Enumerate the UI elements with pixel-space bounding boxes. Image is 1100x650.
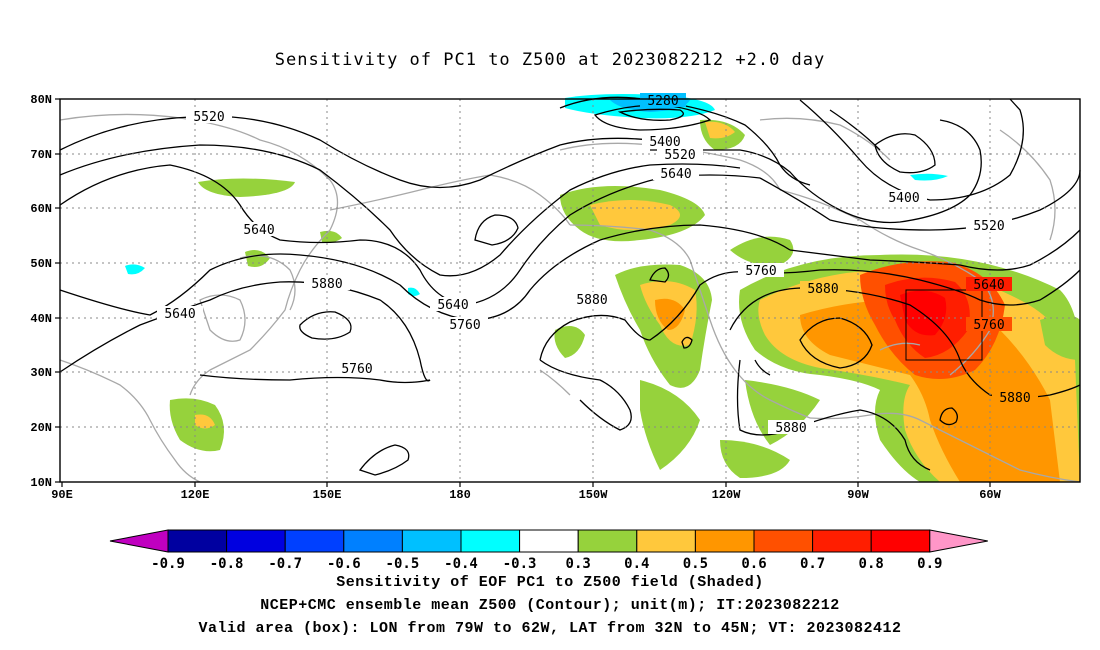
colorbar-segment [636,529,696,553]
lon-tick-label: 120W [712,488,742,502]
colorbar-label: -0.8 [210,556,244,572]
colorbar-segment [812,529,872,553]
colorbar-segment [460,529,521,553]
contour-label: 5880 [775,421,806,436]
lat-tick-label: 20N [30,421,52,435]
lat-tick-label: 80N [30,93,52,107]
colorbar-end-high [929,529,988,553]
colorbar-segment [343,529,403,553]
contour-label: 5880 [576,293,607,308]
lon-tick-label: 180 [449,488,471,502]
colorbar-label: -0.7 [268,556,302,572]
contour-label: 5760 [341,362,372,377]
colorbar-label: 0.3 [566,556,591,572]
contour-label: 5760 [449,318,480,333]
colorbar-segment [401,529,462,553]
axis-ticks [55,98,991,487]
lon-tick-label: 60W [979,488,1001,502]
colorbar: -0.9 -0.8 -0.7 -0.6 -0.5 -0.4 -0.3 0.3 0.4 0.5 0.6… [109,529,988,572]
colorbar-label: 0.5 [683,556,708,572]
contour-label: 5640 [973,278,1004,293]
longitude-labels: 90E 120E 150E 180 150W 120W 90W 60W [51,488,1001,502]
contour-label: 5760 [745,264,776,279]
colorbar-segment [226,529,286,553]
colorbar-segment [753,529,814,553]
contour-label: 5760 [973,318,1004,333]
colorbar-label: -0.3 [503,556,537,572]
contour-label: 5640 [437,298,468,313]
contour-label: 5640 [164,307,195,322]
colorbar-label: 0.9 [917,556,942,572]
lon-tick-label: 150W [579,488,609,502]
contour-label: 5880 [311,277,342,292]
caption-valid-area: Valid area (box): LON from 79W to 62W, L… [198,620,902,637]
colorbar-label: 0.4 [624,556,649,572]
colorbar-segment [694,529,755,553]
contour-label: 5880 [999,391,1030,406]
contour-label: 5520 [664,148,695,163]
colorbar-end-low [109,529,169,553]
contour-label: 5520 [973,219,1004,234]
contour-label: 5280 [647,94,678,109]
lat-tick-label: 50N [30,257,52,271]
colorbar-segment [284,529,345,553]
lat-tick-label: 40N [30,312,52,326]
caption-contour: NCEP+CMC ensemble mean Z500 (Contour); u… [260,597,840,614]
lon-tick-label: 90W [847,488,869,502]
contour-label: 5880 [807,282,838,297]
lon-tick-label: 120E [181,488,210,502]
contour-label: 5640 [660,167,691,182]
caption-shading: Sensitivity of EOF PC1 to Z500 field (Sh… [336,574,764,591]
contour-label: 5400 [649,135,680,150]
colorbar-label: -0.9 [151,556,185,572]
contour-labels: 5520 5280 5400 5520 5640 5400 5520 5640 … [164,93,1038,436]
map-panel: 5520 5280 5400 5520 5640 5400 5520 5640 … [30,93,1081,502]
lon-tick-label: 150E [313,488,342,502]
colorbar-segment [577,529,638,553]
colorbar-label: -0.5 [386,556,420,572]
lon-tick-label: 90E [51,488,73,502]
contour-label: 5400 [888,191,919,206]
colorbar-segment [167,529,228,553]
colorbar-label: 0.8 [859,556,884,572]
contour-label: 5520 [193,110,224,125]
colorbar-label: 0.6 [741,556,766,572]
colorbar-segment [870,529,931,553]
figure-title: Sensitivity of PC1 to Z500 at 2023082212… [274,50,826,70]
colorbar-segment [519,529,579,553]
lat-tick-label: 10N [30,476,52,490]
lat-tick-label: 30N [30,366,52,380]
lat-tick-label: 70N [30,148,52,162]
lat-tick-label: 60N [30,202,52,216]
graticule [60,99,1080,482]
colorbar-label: 0.7 [800,556,825,572]
colorbar-label: -0.6 [327,556,361,572]
latitude-labels: 80N 70N 60N 50N 40N 30N 20N 10N [30,93,52,490]
contour-label: 5640 [243,223,274,238]
colorbar-label: -0.4 [444,556,478,572]
